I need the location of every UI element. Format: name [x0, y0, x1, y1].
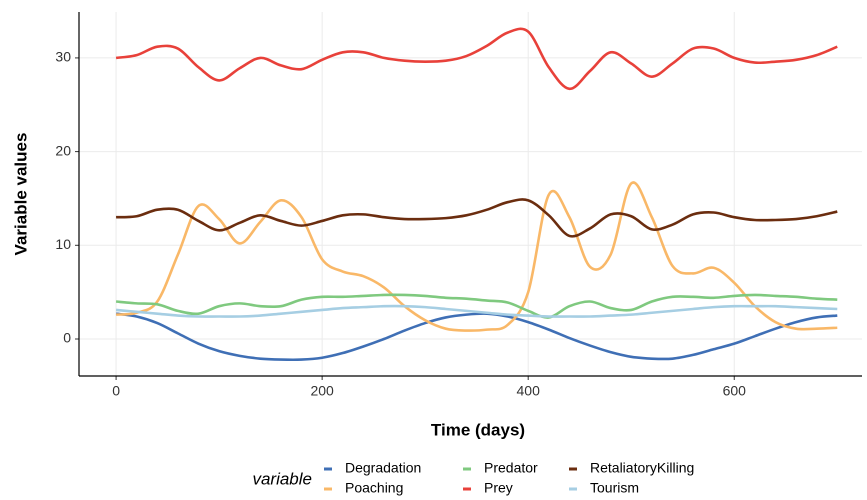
legend-title: variable — [252, 469, 312, 488]
series-line — [115, 312, 838, 362]
legend-label: Degradation — [345, 460, 421, 476]
legend-label: Prey — [484, 480, 513, 496]
series-line — [115, 293, 838, 319]
y-tick-label: 10 — [55, 236, 71, 252]
y-tick-label: 20 — [55, 142, 71, 158]
series-line — [116, 198, 838, 238]
x-tick-label: 0 — [112, 383, 120, 399]
y-tick-label: 0 — [63, 330, 71, 346]
x-tick-label: 400 — [517, 383, 541, 399]
series-line — [115, 181, 838, 332]
series-line — [115, 27, 838, 91]
series-line — [115, 304, 838, 318]
legend-label: RetaliatoryKilling — [590, 460, 694, 476]
legend-label: Tourism — [590, 480, 639, 496]
x-tick-label: 600 — [723, 383, 747, 399]
x-axis-label: Time (days) — [431, 420, 525, 439]
y-tick-label: 30 — [55, 49, 71, 65]
y-axis-label: Variable values — [11, 133, 30, 256]
legend-label: Predator — [484, 460, 538, 476]
legend-label: Poaching — [345, 480, 403, 496]
x-tick-label: 200 — [310, 383, 334, 399]
